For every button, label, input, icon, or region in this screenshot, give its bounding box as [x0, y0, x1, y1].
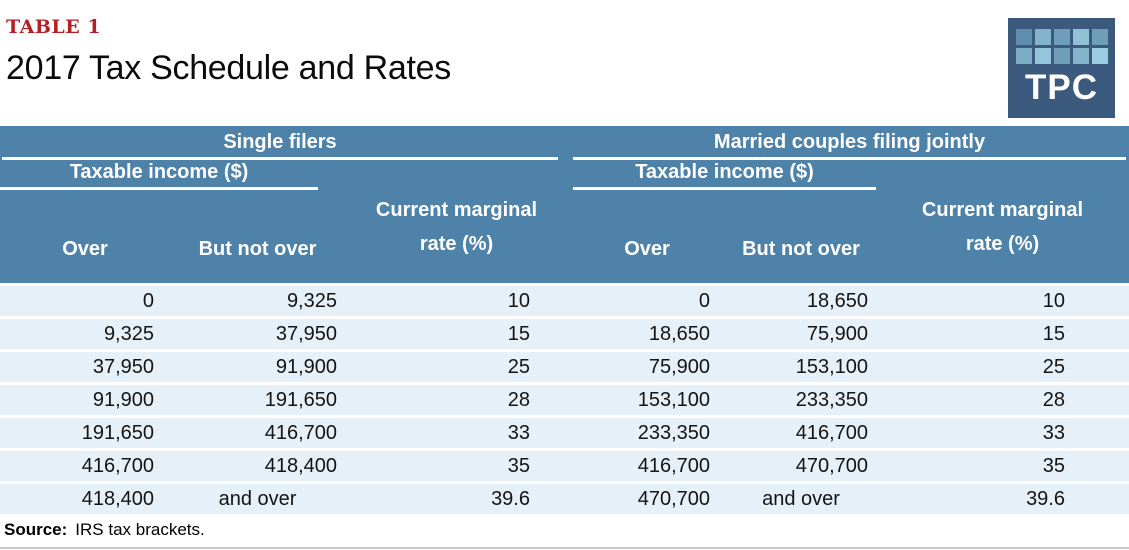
table-number-label: TABLE 1	[6, 16, 102, 38]
column-header-label: Over	[624, 238, 670, 260]
logo-grid-square	[1015, 48, 1032, 64]
subgroup-title-row: Taxable income ($) Taxable income ($)	[0, 160, 1129, 190]
table-cell: 470,700	[795, 454, 868, 477]
table-cell: 416,700	[264, 421, 337, 444]
table-cell: 28	[507, 388, 530, 411]
table-body: 0 9,325 10 0 18,650 10 9,325 37,950 15 18,650 75,9…	[0, 283, 1129, 514]
group-header-married: Married couples filing jointly	[568, 126, 1129, 160]
table-cell: 91,900	[275, 355, 337, 378]
logo-grid-square	[1091, 29, 1108, 45]
group-title: Married couples filing jointly	[713, 131, 986, 153]
table-row: 0 9,325 10 0 18,650 10	[0, 283, 1129, 316]
tpc-logo: TPC	[1008, 18, 1115, 118]
column-group-title: Taxable income ($)	[69, 161, 249, 183]
table-cell: 18,650	[648, 322, 710, 345]
table-cell: 418,400	[264, 454, 337, 477]
table-cell: 9,325	[286, 289, 337, 312]
table-cell: 470,700	[637, 487, 710, 510]
table-row: 91,900 191,650 28 153,100 233,350 28	[0, 382, 1129, 415]
table-cell: 15	[507, 322, 530, 345]
logo-grid-square	[1072, 48, 1089, 64]
logo-grid-square	[1053, 48, 1070, 64]
table-cell: 15	[1042, 322, 1065, 345]
column-header-over-married: Over	[568, 190, 726, 283]
table-cell: 75,900	[648, 355, 710, 378]
title-bar: TABLE 1 2017 Tax Schedule and Rates TPC	[0, 0, 1129, 126]
column-header-label: Current marginal rate (%)	[921, 199, 1084, 255]
table-cell: 25	[1042, 355, 1065, 378]
table-row: 416,700 418,400 35 416,700 470,700 35	[0, 448, 1129, 481]
table-cell: 191,650	[264, 388, 337, 411]
table-cell: 0	[698, 289, 710, 312]
source-note: Source: IRS tax brackets.	[4, 520, 205, 540]
table-cell: 418,400	[81, 487, 154, 510]
column-header-rate-single: Current marginal rate (%)	[345, 190, 568, 283]
column-header-row: Over But not over Current marginal rate …	[0, 190, 1129, 283]
table-cell: 0	[142, 289, 154, 312]
table-header: Single filers Married couples filing joi…	[0, 126, 1129, 283]
taxable-income-header-married: Taxable income ($)	[568, 160, 876, 190]
logo-grid-square	[1034, 48, 1051, 64]
column-header-label: But not over	[742, 238, 860, 260]
table-cell: 33	[507, 421, 530, 444]
title-block: TABLE 1 2017 Tax Schedule and Rates	[6, 16, 451, 126]
logo-grid-square	[1034, 29, 1051, 45]
table-cell: 416,700	[81, 454, 154, 477]
table-cell: 233,350	[637, 421, 710, 444]
table-cell: 35	[507, 454, 530, 477]
table-cell: 39.6	[1026, 487, 1065, 510]
table-cell: 9,325	[103, 322, 154, 345]
table-cell: 37,950	[92, 355, 154, 378]
table-cell: 10	[507, 289, 530, 312]
tax-table: Single filers Married couples filing joi…	[0, 126, 1129, 514]
logo-grid-square	[1072, 29, 1089, 45]
column-header-but-not-over-married: But not over	[726, 190, 876, 283]
table-cell: 18,650	[806, 289, 868, 312]
group-title: Single filers	[223, 131, 337, 153]
column-header-rate-married: Current marginal rate (%)	[876, 190, 1129, 283]
table-cell: 91,900	[92, 388, 154, 411]
page-title: 2017 Tax Schedule and Rates	[6, 49, 451, 87]
table-cell: 10	[1042, 289, 1065, 312]
table-cell: and over	[218, 487, 297, 510]
table-row: 418,400 and over 39.6 470,700 and over 39.6	[0, 481, 1129, 514]
table-cell: and over	[762, 487, 840, 510]
table-cell: 416,700	[637, 454, 710, 477]
column-header-label: But not over	[198, 238, 317, 260]
logo-grid-square	[1091, 48, 1108, 64]
logo-grid-icon	[1015, 29, 1108, 64]
column-header-label: Over	[62, 238, 108, 260]
table-cell: 39.6	[491, 487, 530, 510]
bottom-divider	[0, 547, 1129, 549]
logo-grid-square	[1053, 29, 1070, 45]
column-header-label: Current marginal rate (%)	[375, 199, 538, 255]
column-header-but-not-over-single: But not over	[170, 190, 345, 283]
table-row: 37,950 91,900 25 75,900 153,100 25	[0, 349, 1129, 382]
table-row: 9,325 37,950 15 18,650 75,900 15	[0, 316, 1129, 349]
logo-text: TPC	[1025, 68, 1098, 107]
column-group-title: Taxable income ($)	[635, 161, 814, 183]
source-label: Source:	[4, 520, 68, 539]
table-cell: 33	[1042, 421, 1065, 444]
table-cell: 37,950	[275, 322, 337, 345]
table-cell: 25	[507, 355, 530, 378]
table-cell: 233,350	[795, 388, 868, 411]
group-header-single: Single filers	[0, 126, 568, 160]
taxable-income-header-single: Taxable income ($)	[0, 160, 345, 190]
table-cell: 153,100	[795, 355, 868, 378]
table-cell: 153,100	[637, 388, 710, 411]
column-header-over-single: Over	[0, 190, 170, 283]
group-title-row: Single filers Married couples filing joi…	[0, 126, 1129, 160]
table-cell: 28	[1042, 388, 1065, 411]
source-text: IRS tax brackets.	[75, 520, 205, 539]
table-cell: 35	[1042, 454, 1065, 477]
table-cell: 75,900	[806, 322, 868, 345]
table-cell: 191,650	[81, 421, 154, 444]
table-cell: 416,700	[795, 421, 868, 444]
table-row: 191,650 416,700 33 233,350 416,700 33	[0, 415, 1129, 448]
logo-grid-square	[1015, 29, 1032, 45]
